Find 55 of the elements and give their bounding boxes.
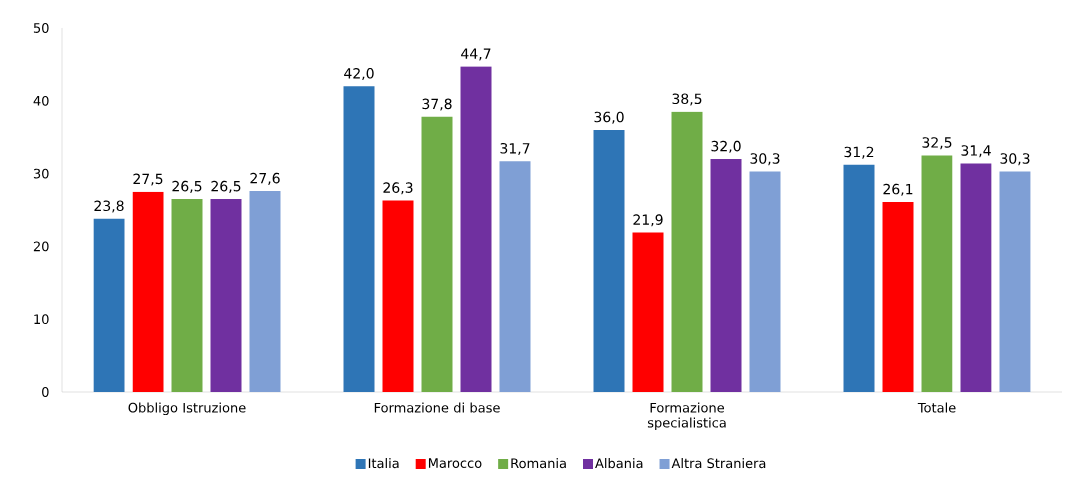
data-label: 21,9 [633, 214, 663, 227]
data-label: 26,1 [883, 183, 913, 196]
bar [882, 201, 914, 392]
data-label: 27,6 [250, 172, 280, 185]
y-tick-label: 10 [34, 314, 49, 325]
bar [671, 111, 703, 392]
legend-label: Albania [595, 458, 643, 469]
data-label: 42,0 [344, 68, 374, 81]
bar [249, 191, 281, 392]
legend-label: Romania [511, 458, 566, 469]
data-label: 23,8 [94, 200, 124, 213]
bar [382, 200, 414, 392]
y-tick-label: 40 [33, 95, 49, 106]
data-label: 26,3 [383, 182, 413, 195]
bar [499, 161, 531, 392]
y-tick-label: 50 [33, 23, 49, 33]
data-label: 32,5 [922, 137, 952, 150]
data-label: 31,7 [500, 143, 530, 156]
bar [960, 163, 992, 392]
y-tick-label: 30 [33, 168, 49, 179]
bar [999, 171, 1031, 392]
data-label: 26,5 [211, 180, 241, 193]
x-tick-label: Totale [917, 402, 956, 413]
bar [171, 199, 203, 392]
bar [749, 171, 781, 392]
data-label: 30,3 [750, 153, 780, 166]
legend-label: Italia [368, 458, 399, 469]
data-label: 38,5 [672, 93, 702, 106]
bar [632, 232, 664, 392]
bar [421, 116, 453, 392]
data-label: 30,3 [1000, 153, 1030, 166]
bar [343, 86, 375, 392]
bar [593, 129, 625, 392]
y-tick-label: 0 [42, 387, 49, 397]
data-label: 31,4 [961, 145, 991, 158]
bar [460, 66, 492, 392]
legend-label: Altra Straniera [671, 458, 766, 469]
x-tick-label: Formazione specialistica [647, 402, 726, 431]
bar [710, 159, 742, 392]
bar [921, 155, 953, 392]
data-label: 37,8 [422, 98, 452, 111]
bar [93, 218, 125, 392]
data-label: 31,2 [844, 146, 874, 159]
data-label: 32,0 [711, 140, 741, 153]
y-tick-label: 20 [33, 241, 49, 252]
bar [132, 191, 164, 392]
x-tick-label: Formazione di base [374, 402, 500, 413]
data-label: 36,0 [594, 111, 624, 124]
x-tick-label: Obbligo Istruzione [128, 402, 246, 416]
bar [210, 199, 242, 392]
data-label: 27,5 [133, 173, 163, 186]
data-label: 26,5 [172, 180, 202, 193]
bar [843, 164, 875, 392]
data-label: 44,7 [461, 48, 491, 61]
legend-label: Marocco [428, 458, 482, 468]
